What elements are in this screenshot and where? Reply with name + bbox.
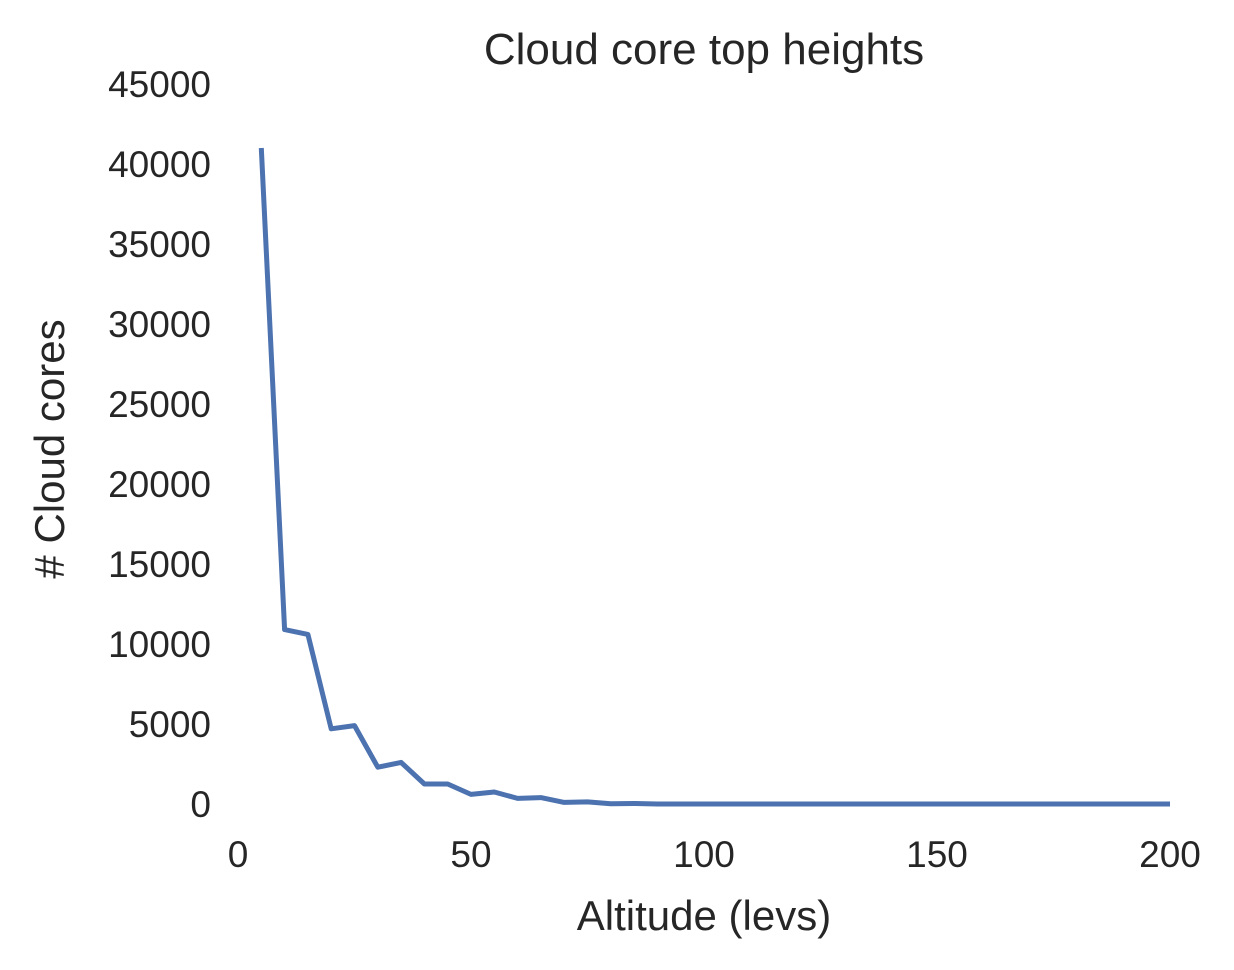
x-tick-label: 0 bbox=[228, 834, 249, 875]
series-layer bbox=[258, 147, 1170, 807]
y-tick-label: 20000 bbox=[108, 464, 211, 505]
x-tick-label: 200 bbox=[1139, 834, 1201, 875]
y-tick-label: 5000 bbox=[129, 704, 211, 745]
x-tick-label: 150 bbox=[906, 834, 968, 875]
chart-title: Cloud core top heights bbox=[484, 25, 924, 74]
y-tick-label: 45000 bbox=[108, 64, 211, 105]
y-tick-label: 35000 bbox=[108, 224, 211, 265]
y-tick-label: 30000 bbox=[108, 304, 211, 345]
x-axis-ticks: 0 50 100 150 200 bbox=[228, 834, 1201, 875]
x-tick-label: 100 bbox=[673, 834, 735, 875]
series-line bbox=[258, 147, 1170, 807]
y-axis-label: # Cloud cores bbox=[26, 319, 73, 578]
y-tick-label: 10000 bbox=[108, 624, 211, 665]
y-tick-label: 25000 bbox=[108, 384, 211, 425]
y-axis-ticks: 0 5000 10000 15000 20000 25000 30000 35000 40000… bbox=[108, 64, 211, 825]
y-tick-label: 40000 bbox=[108, 144, 211, 185]
x-tick-label: 50 bbox=[450, 834, 491, 875]
y-tick-label: 15000 bbox=[108, 544, 211, 585]
x-axis-label: Altitude (levs) bbox=[577, 892, 831, 939]
y-tick-label: 0 bbox=[190, 784, 211, 825]
